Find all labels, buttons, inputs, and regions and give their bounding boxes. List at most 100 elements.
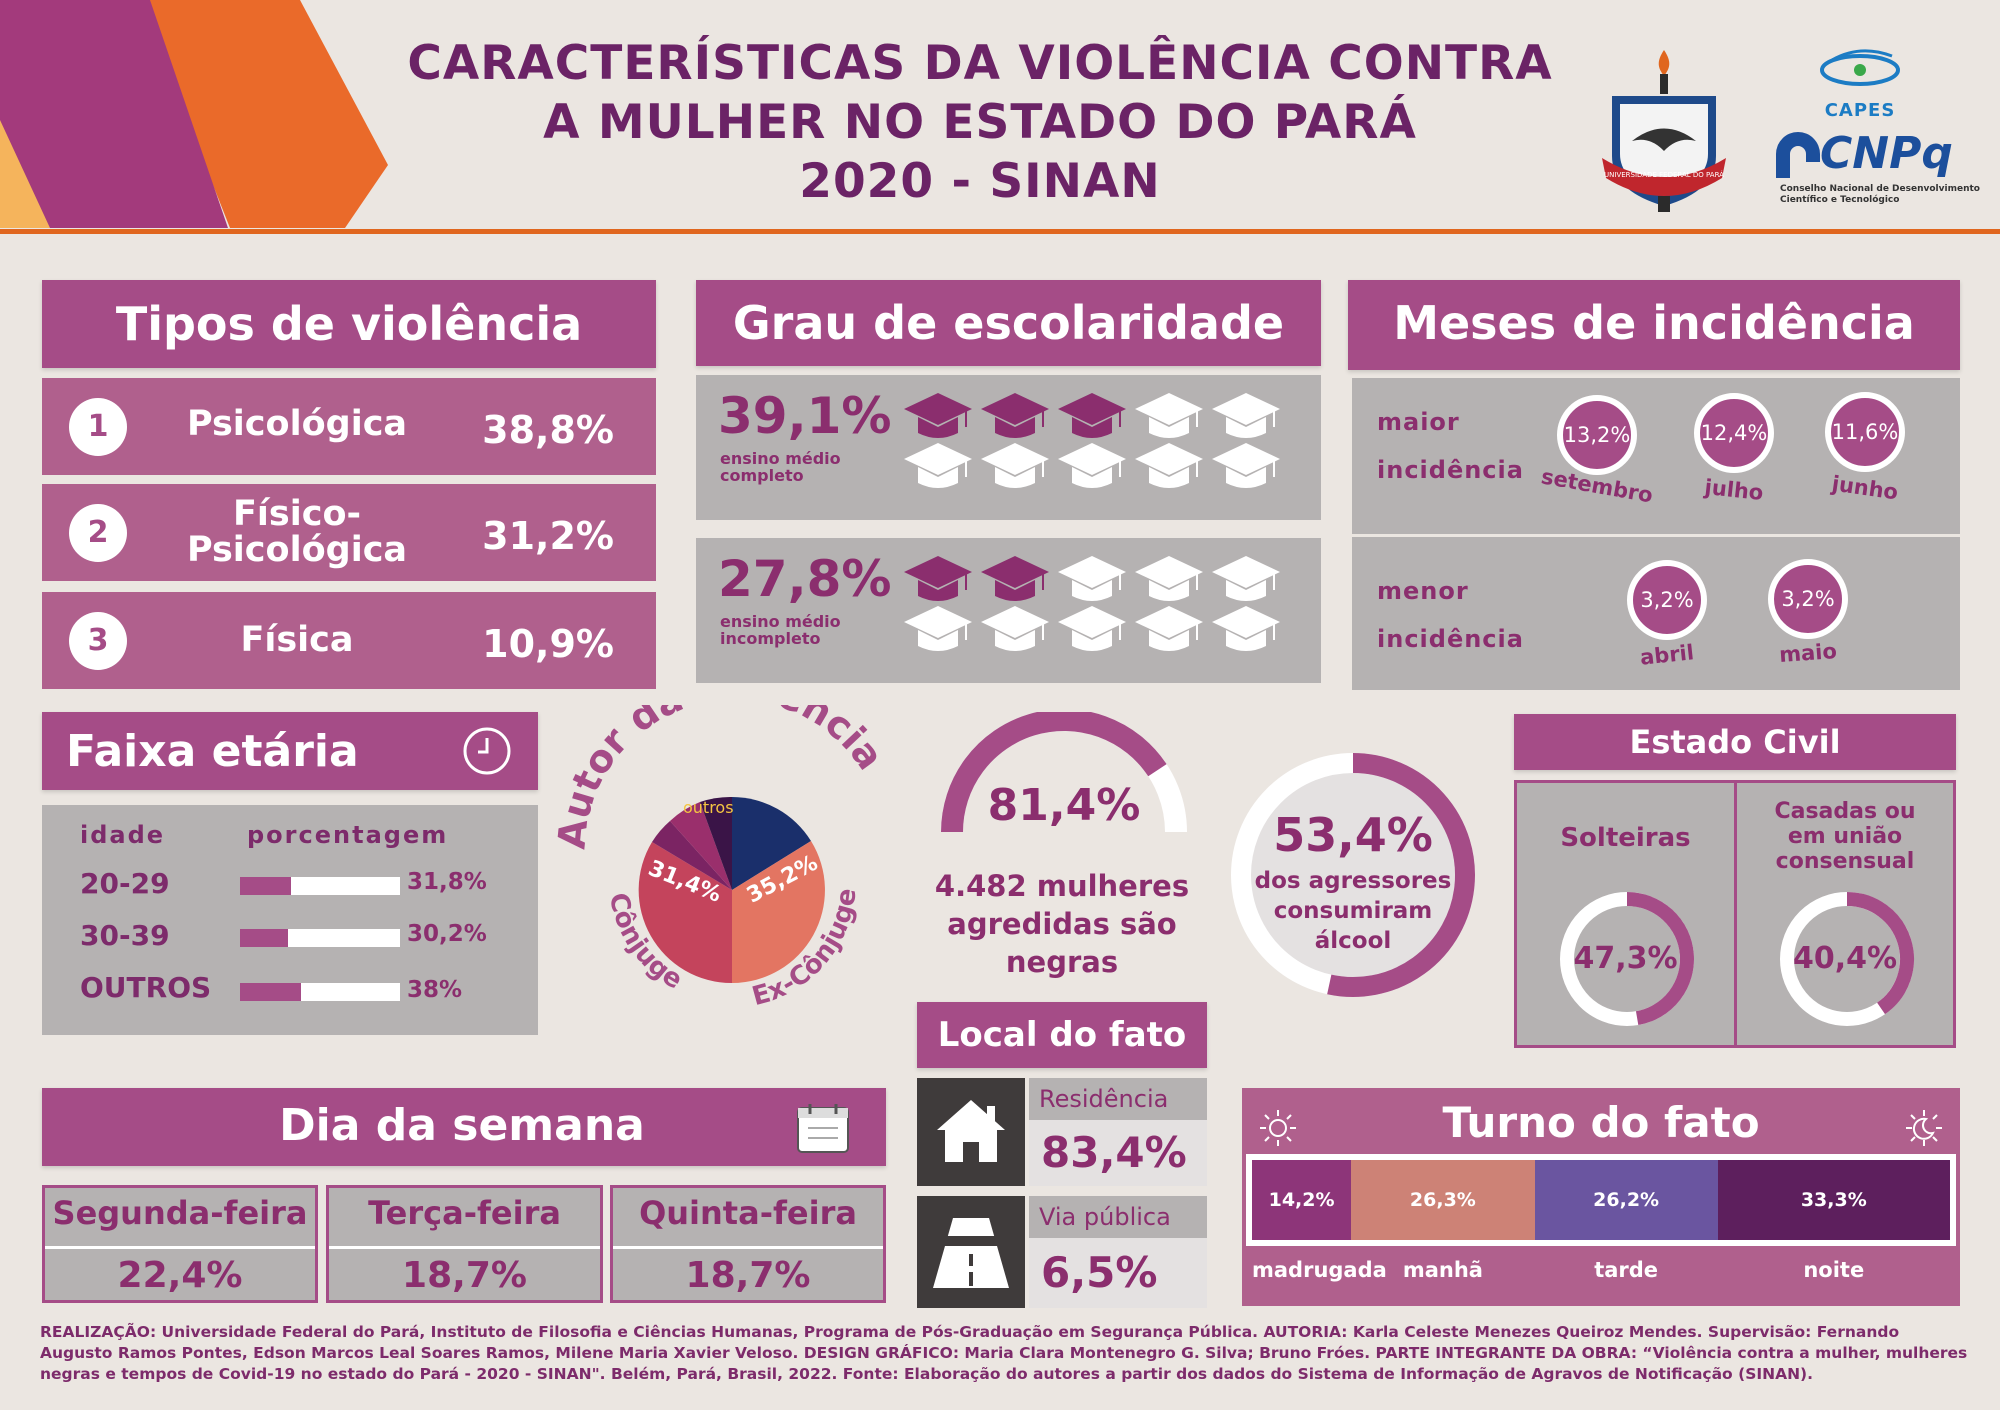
house-icon [917,1078,1025,1186]
faixa-bar-fill [240,929,289,947]
page-title: CARACTERÍSTICAS DA VIOLÊNCIA CONTRA A MU… [380,34,1580,211]
capes-label: CAPES [1824,100,1896,121]
graduation-cap-icon [1056,602,1128,658]
negras-gauge [941,712,1187,833]
title-line: A MULHER NO ESTADO DO PARÁ [543,95,1417,150]
graduation-cap-icon [979,552,1051,608]
graduation-cap-icon [1133,552,1205,608]
pie-slice [732,797,811,890]
ufpa-seal-logo: UNIVERSIDADE FEDERAL DO PARÁ [1602,50,1726,212]
alcool-ring [1231,753,1475,997]
menor-incidencia-card: menor incidência 3,2% abril 3,2% maio [1352,537,1960,690]
tipo-pct: 10,9% [482,622,614,666]
turno-bar: 14,2% 26,3% 26,2% 33,3% [1246,1154,1956,1246]
negras-text: 4.482 mulheres agredidas são negras [934,869,1190,979]
turno-segment: 33,3% [1717,1160,1950,1240]
dia-card: Segunda-feira 22,4% [42,1185,318,1303]
casadas-label: Casadas ou em união consensual [1774,799,1916,874]
maior-label: maior [1377,408,1460,436]
turno-label: noite [1803,1258,1865,1282]
turno-segments: 14,2% 26,3% 26,2% 33,3% [1252,1160,1950,1240]
local-pct: 83,4% [1029,1120,1207,1186]
calendar-icon [797,1104,849,1153]
faixa-bar [240,929,400,947]
dia-pct: 22,4% [117,1255,243,1296]
escolaridade-label: ensino médio incompleto [720,612,841,648]
tipo-pct: 38,8% [482,408,614,452]
pie-slice [652,821,732,890]
clock-icon [463,727,511,775]
dia-name: Terça-feira [368,1194,561,1232]
graduation-cap-icon [979,602,1051,658]
turno-title: Turno do fato [1442,1098,1760,1147]
graduation-cap-icon [1210,389,1282,445]
graduation-cap-icon [1056,389,1128,445]
solteiras-pct: 47,3% [1573,941,1678,976]
cnpq-subtitle: Conselho Nacional de Desenvolvimento Cie… [1780,184,1980,205]
faixa-pct: 38% [407,977,463,1003]
graduation-cap-icon [979,439,1051,495]
dia-card: Terça-feira 18,7% [326,1185,603,1303]
tipo-label: Psicológica [186,404,408,444]
graduation-cap-icon [902,389,974,445]
rank-badge: 3 [69,612,127,670]
faixa-bar-fill [240,983,301,1001]
dia-pct: 18,7% [685,1255,811,1296]
alcool-text: dos agressores consumiram álcool [1254,868,1452,954]
tipo-row: 2 Físico- Psicológica 31,2% [42,484,656,581]
escolaridade-card: 27,8% ensino médio incompleto [696,538,1321,683]
road-icon [917,1196,1025,1308]
month-name: junho [1830,471,1900,505]
tipo-row: 1 Psicológica 38,8% [42,378,656,475]
graduation-cap-icon [902,602,974,658]
dia-name: Quinta-feira [639,1194,857,1232]
month-name: abril [1638,640,1696,670]
graduation-cap-icon [1133,439,1205,495]
dia-title: Dia da semana [279,1100,645,1151]
local-title: Local do fato [917,1002,1207,1068]
dia-name: Segunda-feira [52,1194,308,1232]
casadas-card: Casadas ou em união consensual 40,4% [1734,780,1956,1048]
month-name: maio [1778,639,1838,667]
graduation-cap-icon [1133,389,1205,445]
graduation-cap-icon [979,389,1051,445]
autor-pie-chart: Autor da violência outros 31,4% 35,2% Cô… [555,705,892,1012]
solteiras-label: Solteiras [1560,823,1691,853]
header-divider [0,229,2000,234]
maior-incidencia-card: maior incidência 13,2% setembro 12,4% ju… [1352,378,1960,534]
faixa-bar [240,877,400,895]
divider [45,1246,315,1249]
graduation-cap-icon [902,439,974,495]
month-name: julho [1703,474,1765,506]
divider [613,1246,883,1249]
turno-labels: madrugada manhã tarde noite [1252,1258,1950,1294]
faixa-bar-fill [240,877,291,895]
month-badge: 12,4% [1694,393,1774,473]
turno-label: madrugada [1252,1258,1387,1282]
outros-label: outros [683,798,734,817]
graduation-cap-icon [902,552,974,608]
title-line: 2020 - SINAN [799,154,1161,209]
faixa-title-bar: Faixa etária [42,712,538,790]
alcool-pct: 53,4% [1273,808,1433,862]
moon-icon [1906,1110,1942,1146]
graduation-cap-icon [1210,602,1282,658]
cnpq-icon [1776,132,1820,178]
title-line: CARACTERÍSTICAS DA VIOLÊNCIA CONTRA [407,36,1553,91]
turno-label: manhã [1402,1258,1483,1282]
month-badge: 3,2% [1768,559,1848,639]
escolaridade-card: 39,1% ensino médio completo [696,375,1321,520]
divider [329,1246,600,1249]
negras-pct: 81,4% [987,780,1141,831]
graduation-cap-icon [1056,552,1128,608]
footer-credits: REALIZAÇÃO: Universidade Federal do Pará… [40,1323,1968,1383]
estado-civil-title: Estado Civil [1514,714,1956,770]
faixa-idade: 30-39 [80,919,170,952]
tipos-title: Tipos de violência [42,280,656,368]
casadas-pct: 40,4% [1792,941,1898,976]
corner-decoration [0,0,388,228]
rank-badge: 2 [69,504,127,562]
meses-title: Meses de incidência [1348,280,1960,370]
turno-segment: 26,3% [1351,1160,1535,1240]
month-badge: 11,6% [1825,392,1905,472]
